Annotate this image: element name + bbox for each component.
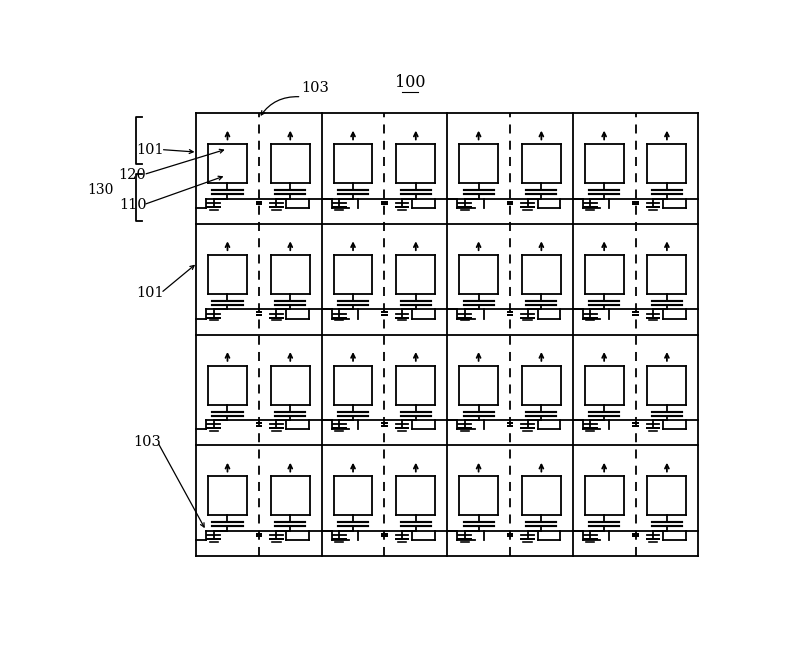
- Text: 103: 103: [133, 436, 161, 449]
- Text: 103: 103: [302, 82, 330, 95]
- Text: 101: 101: [136, 143, 164, 156]
- Text: 101: 101: [136, 286, 164, 300]
- Text: 130: 130: [87, 183, 114, 197]
- Text: 120: 120: [118, 168, 146, 182]
- Text: 100: 100: [394, 74, 426, 91]
- Text: 110: 110: [119, 198, 146, 212]
